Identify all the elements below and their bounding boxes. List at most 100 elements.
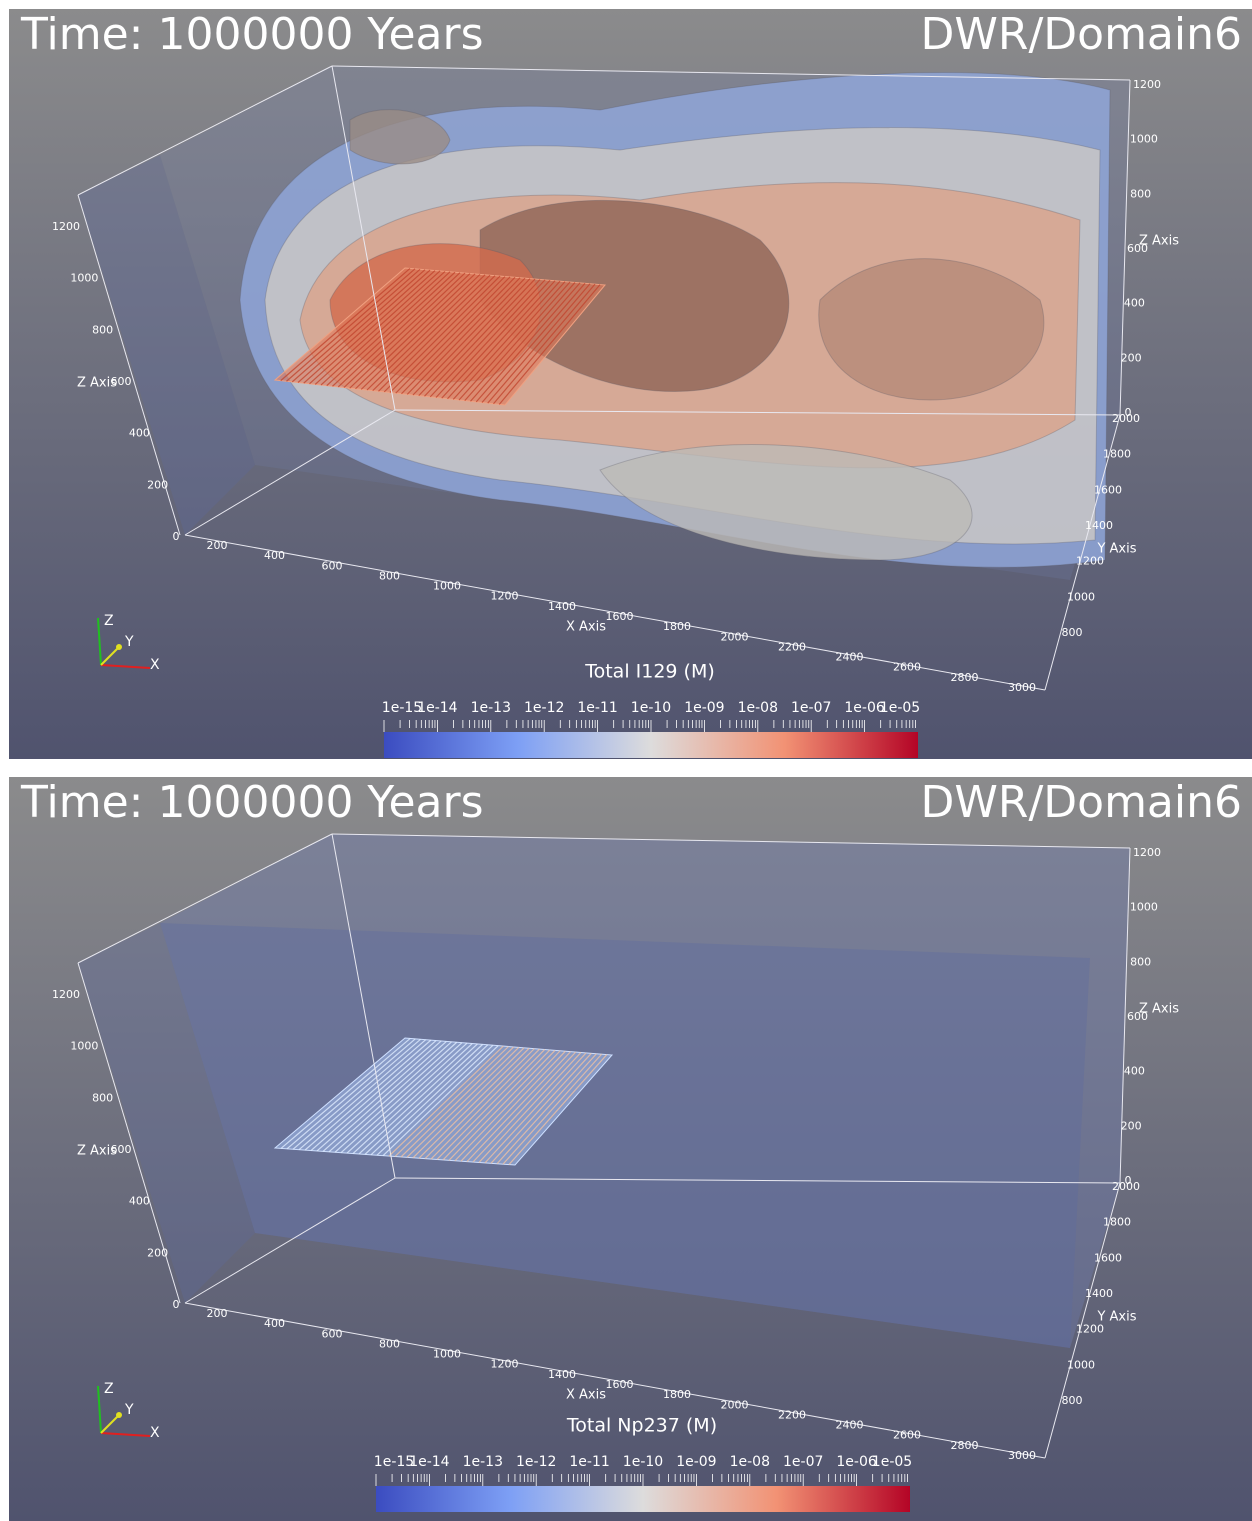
triad-label: Z <box>104 1381 114 1397</box>
grid-stripe <box>316 1040 442 1152</box>
grid-stripe <box>343 272 466 388</box>
grid-stripe <box>400 1046 515 1158</box>
grid-stripe <box>493 283 596 405</box>
grid-stripe <box>481 282 586 403</box>
colorbar-title: Total Np237 (M) <box>566 1415 717 1437</box>
grid-stripe <box>478 1052 582 1163</box>
box-face <box>160 923 1090 1348</box>
grid-stripe <box>334 1041 458 1153</box>
axis-tick-label: 1000 <box>70 272 98 285</box>
domain-label: DWR/Domain6 <box>920 777 1242 828</box>
grid-stripe <box>340 1042 463 1154</box>
grid-stripe <box>412 277 526 396</box>
colorbar-label: 1e-09 <box>676 1454 716 1470</box>
axis-tick-label: 200 <box>147 478 168 491</box>
box-edge <box>77 833 333 964</box>
triad-axis <box>97 617 102 666</box>
colorbar-label: 1e-08 <box>730 1454 770 1470</box>
axis-tick-label: 800 <box>1130 955 1151 968</box>
box-edge <box>394 1177 1121 1184</box>
axis-tick-label: 200 <box>207 539 228 552</box>
axis-tick-label: 2000 <box>1112 1180 1140 1193</box>
isosurface <box>599 444 973 561</box>
axis-tick-label: 400 <box>264 549 285 562</box>
axis-tick-label: 1000 <box>1130 901 1158 914</box>
triad-axis <box>100 1414 120 1434</box>
axis-tick-label: 800 <box>379 1337 400 1350</box>
colorbar-label: 1e-10 <box>623 1454 663 1470</box>
triad-point <box>116 644 122 650</box>
grid-stripe <box>360 273 481 390</box>
scene: 2004006008001000120014001600180020002200… <box>52 65 1179 694</box>
colorbar-label: 1e-10 <box>631 700 671 716</box>
colorbar-label: 1e-06 <box>836 1454 876 1470</box>
box-edge <box>331 833 1131 849</box>
grid-stripe <box>475 282 581 403</box>
axis-tick-label: 1200 <box>491 1358 519 1371</box>
grid-stripe <box>458 281 566 401</box>
grid-stripe <box>280 1037 411 1149</box>
axis-tick-label: 400 <box>129 427 150 440</box>
grid-stripe <box>454 1050 561 1162</box>
box-edge <box>1044 414 1121 691</box>
grid-stripe <box>355 273 476 390</box>
grid-stripe <box>448 1049 556 1161</box>
isosurface <box>818 258 1045 401</box>
box-edge <box>394 409 1121 416</box>
grid-stripe <box>452 280 561 400</box>
axis-tick-label: 2000 <box>721 1398 749 1411</box>
grid-stripe <box>304 1039 432 1151</box>
grid-stripe <box>346 1042 468 1154</box>
grid-stripe <box>358 1043 478 1155</box>
triad-label: X <box>150 657 160 673</box>
axis-title: Z Axis <box>77 376 117 391</box>
grid-stripe <box>352 1043 473 1154</box>
grid-stripe <box>487 283 591 404</box>
grid-stripe <box>441 279 551 399</box>
isosurface <box>479 199 790 393</box>
colorbar-title: Total I129 (M) <box>584 661 715 683</box>
axis-tick-label: 1200 <box>1133 846 1161 859</box>
grid-stripe <box>310 1040 437 1152</box>
box-edge <box>77 194 181 536</box>
grid-stripe <box>394 1046 509 1157</box>
grid-stripe <box>298 1039 427 1151</box>
grid-stripe <box>429 279 541 398</box>
axis-title: Y Axis <box>1096 542 1136 557</box>
box-edge <box>184 534 1046 691</box>
axis-tick-label: 0 <box>173 1298 180 1311</box>
axis-tick-label: 800 <box>1130 187 1151 200</box>
axis-tick-label: 200 <box>147 1246 168 1259</box>
box-edge <box>184 1177 396 1304</box>
axis-tick-label: 800 <box>92 1091 113 1104</box>
grid-stripe <box>401 276 516 395</box>
box-edge <box>1044 1182 1121 1459</box>
axis-tick-label: 200 <box>207 1307 228 1320</box>
grid-stripe <box>464 281 571 402</box>
grid-stripe <box>376 1044 494 1156</box>
grid-stripe <box>490 1052 592 1164</box>
axis-title: Z Axis <box>1139 234 1179 249</box>
triad-point <box>116 1412 122 1418</box>
axis-tick-label: 400 <box>129 1195 150 1208</box>
grid-stripe <box>435 279 546 398</box>
grid-stripe <box>314 270 441 385</box>
triad-axis <box>97 1385 102 1434</box>
grid-stripe <box>328 1041 452 1153</box>
grid-stripe <box>424 278 536 397</box>
colorbar-label: 1e-14 <box>409 1454 449 1470</box>
grid-stripe <box>286 268 416 382</box>
triad-axis <box>100 664 151 669</box>
grid-stripe <box>326 271 451 387</box>
axis-tick-label: 3000 <box>1008 1449 1036 1462</box>
colorbar-label: 1e-13 <box>471 700 511 716</box>
box-edge <box>77 65 333 196</box>
axis-tick-label: 2400 <box>836 1419 864 1432</box>
grid-stripe <box>291 268 421 383</box>
colorbar-label: 1e-07 <box>783 1454 823 1470</box>
grid-stripe <box>309 270 436 385</box>
axis-title: Y Axis <box>1096 1310 1136 1325</box>
box-face <box>78 155 255 535</box>
grid-stripe <box>466 1051 572 1163</box>
